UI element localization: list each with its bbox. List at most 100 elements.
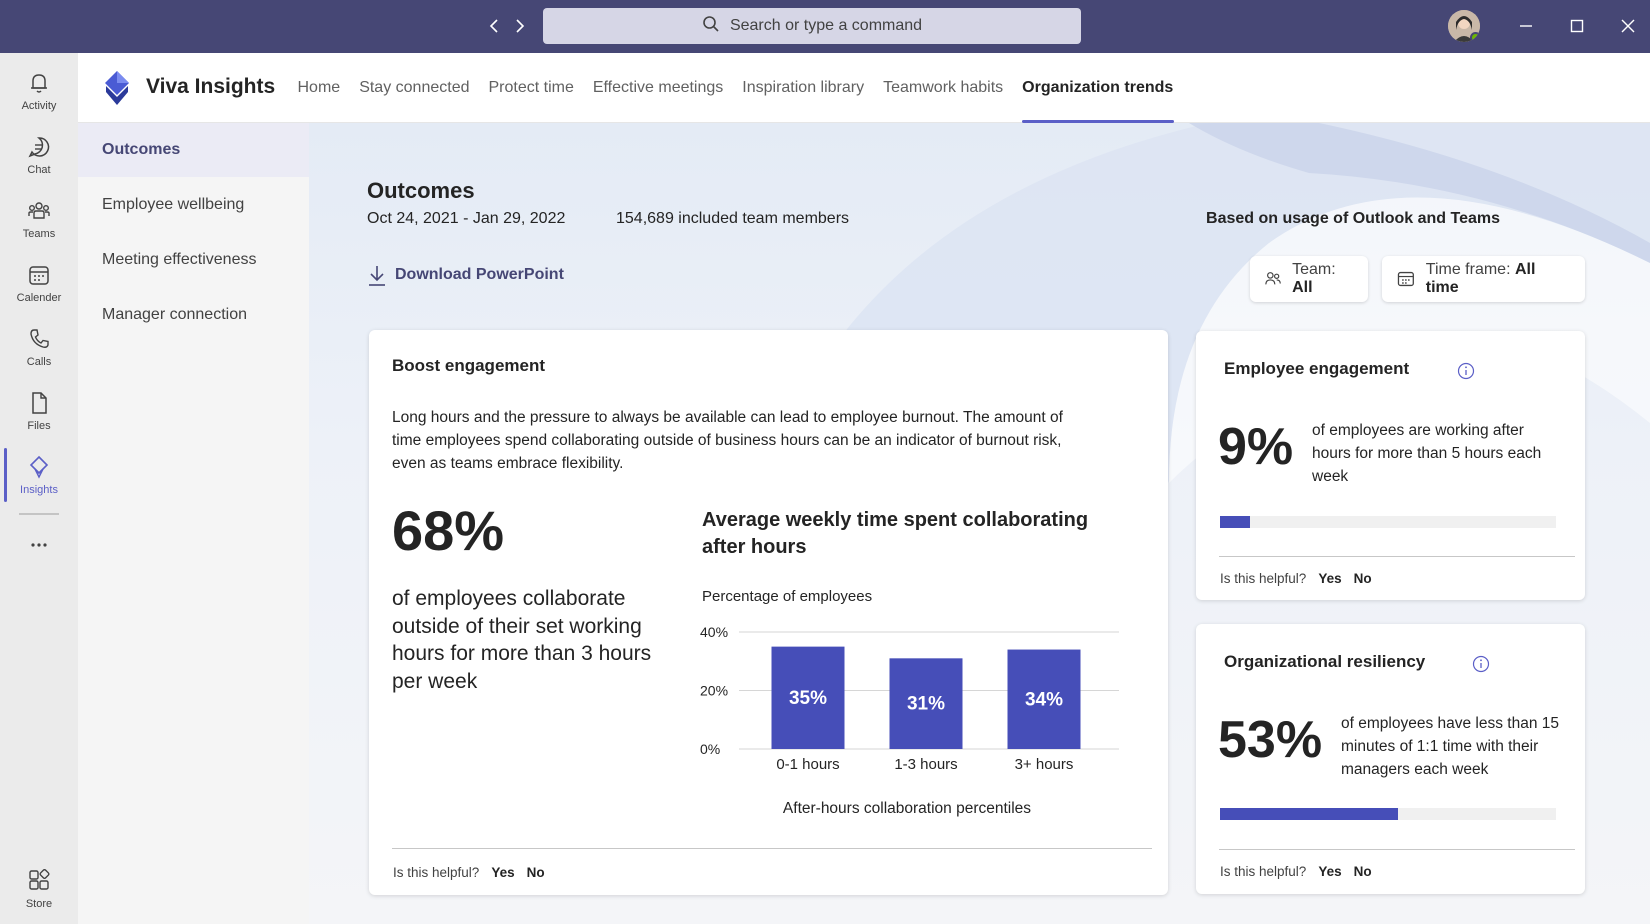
bell-icon — [31, 74, 47, 93]
progress-bar — [1220, 808, 1556, 820]
tab-home[interactable]: Home — [297, 79, 341, 96]
x-tick-label: 3+ hours — [1015, 756, 1074, 770]
forward-arrow-icon[interactable] — [512, 14, 528, 38]
card-title: Boost engagement — [392, 356, 546, 375]
subnav-item-employee-wellbeing[interactable]: Employee wellbeing — [102, 196, 245, 213]
viva-insights-logo — [105, 71, 129, 105]
title-bar: Search or type a command — [0, 0, 1650, 53]
download-label: Download PowerPoint — [395, 266, 564, 283]
key-stat-description: of employees collaborate outside of thei… — [392, 587, 652, 693]
bar-data-label: 35% — [789, 688, 827, 709]
subnav-item-manager-connection[interactable]: Manager connection — [102, 306, 247, 323]
feedback-question: Is this helpful? — [393, 865, 480, 880]
card-title: Employee engagement — [1224, 359, 1410, 378]
rail-label: Insights — [20, 484, 58, 496]
rail-item-teams[interactable]: Teams — [0, 188, 78, 250]
rail-item-calls[interactable]: Calls — [0, 316, 78, 378]
tab-inspiration-library[interactable]: Inspiration library — [742, 79, 865, 96]
card-title: Organizational resiliency — [1224, 652, 1426, 671]
file-icon — [32, 392, 47, 414]
date-range: Oct 24, 2021 - Jan 29, 2022 — [367, 210, 566, 227]
maximize-icon[interactable] — [1566, 15, 1588, 37]
feedback-yes-button[interactable]: Yes — [1318, 864, 1342, 879]
stat-value: 53% — [1218, 711, 1323, 769]
progress-bar — [1220, 516, 1556, 528]
minimize-icon[interactable] — [1515, 15, 1537, 37]
download-powerpoint-link[interactable]: Download PowerPoint — [367, 263, 564, 287]
presence-badge — [1470, 32, 1480, 42]
search-placeholder: Search or type a command — [729, 17, 923, 34]
rail-label: Chat — [27, 164, 51, 176]
feedback-row: Is this helpful? Yes No — [1220, 571, 1372, 586]
card-description: Long hours and the pressure to always be… — [392, 409, 1063, 472]
feedback-no-button[interactable]: No — [1353, 571, 1372, 586]
info-icon[interactable] — [1472, 655, 1490, 673]
stat-description: of employees have less than 15 minutes o… — [1341, 715, 1559, 778]
rail-label: Calls — [26, 356, 52, 368]
bar-data-label: 31% — [907, 694, 945, 715]
rail-item-calendar[interactable]: Calender — [0, 252, 78, 314]
feedback-question: Is this helpful? — [1220, 864, 1307, 879]
app-tabs: Home Stay connected Protect time Effecti… — [288, 53, 1183, 123]
bar-data-label: 34% — [1025, 689, 1063, 710]
feedback-yes-button[interactable]: Yes — [491, 865, 515, 880]
feedback-row: Is this helpful? Yes No — [393, 865, 545, 880]
feedback-question: Is this helpful? — [1220, 571, 1307, 586]
feedback-row: Is this helpful? Yes No — [1220, 864, 1372, 879]
rail-label: Files — [27, 420, 51, 432]
chart-title: Average weekly time spent collaborating … — [702, 509, 1089, 558]
rail-item-files[interactable]: Files — [0, 380, 78, 442]
chat-icon — [28, 137, 50, 158]
feedback-yes-button[interactable]: Yes — [1318, 571, 1342, 586]
tab-teamwork-habits[interactable]: Teamwork habits — [883, 79, 1004, 96]
tab-stay-connected[interactable]: Stay connected — [359, 79, 470, 96]
info-icon[interactable] — [1457, 362, 1475, 380]
time-frame-filter-label: Time frame: All time — [1425, 261, 1536, 296]
feedback-no-button[interactable]: No — [1353, 864, 1372, 879]
team-filter-label: Team: All — [1292, 261, 1336, 296]
x-tick-label: 0-1 hours — [776, 756, 839, 770]
app-header: Viva Insights Home Stay connected Protec… — [78, 53, 1650, 123]
y-tick-label: 20% — [700, 683, 728, 699]
tab-protect-time[interactable]: Protect time — [488, 79, 574, 96]
back-arrow-icon[interactable] — [486, 14, 502, 38]
subnav-item-meeting-effectiveness[interactable]: Meeting effectiveness — [102, 251, 257, 268]
people-icon — [1265, 272, 1281, 285]
teams-icon — [28, 202, 50, 219]
calendar-icon — [1397, 271, 1414, 287]
rail-item-activity[interactable]: Activity — [0, 60, 78, 122]
card-divider — [1219, 556, 1575, 557]
members-count: 154,689 included team members — [616, 210, 850, 227]
avatar[interactable] — [1448, 10, 1480, 42]
card-divider — [392, 848, 1152, 849]
rail-item-store[interactable]: Store — [0, 858, 78, 920]
more-icon — [31, 543, 47, 547]
subnav-item-outcomes[interactable]: Outcomes — [78, 123, 309, 177]
rail-item-chat[interactable]: Chat — [0, 124, 78, 186]
rail-label: Activity — [21, 100, 57, 112]
store-icon — [29, 868, 50, 890]
employee-engagement-card: Employee engagement 9% of employees are … — [1196, 331, 1585, 600]
team-filter-button[interactable]: Team: All — [1250, 256, 1368, 302]
stat-value: 9% — [1218, 418, 1294, 476]
main-content: Outcomes Oct 24, 2021 - Jan 29, 2022 154… — [309, 123, 1650, 924]
close-icon[interactable] — [1617, 15, 1639, 37]
bar-chart: 0% 20% 40% 35% 0-1 hours 31% 1-3 hours 34% 3+ ho… — [700, 624, 1119, 770]
card-divider — [1219, 849, 1575, 850]
stat-description: of employees are working after hours for… — [1312, 422, 1542, 485]
rail-item-insights[interactable]: Insights — [0, 444, 78, 506]
feedback-no-button[interactable]: No — [526, 865, 545, 880]
tab-organization-trends[interactable]: Organization trends — [1013, 53, 1183, 123]
tab-effective-meetings[interactable]: Effective meetings — [592, 79, 724, 96]
page-title: Outcomes — [367, 178, 475, 203]
search-box[interactable]: Search or type a command — [543, 8, 1081, 44]
progress-bar-fill — [1220, 516, 1251, 528]
calendar-icon — [29, 266, 49, 285]
download-icon — [369, 266, 385, 286]
more-apps-button[interactable] — [0, 520, 78, 570]
bar — [771, 646, 845, 749]
rail-label: Store — [25, 898, 53, 910]
app-name: Viva Insights — [146, 75, 276, 98]
bar — [1007, 649, 1081, 749]
time-frame-filter-button[interactable]: Time frame: All time — [1382, 256, 1585, 302]
